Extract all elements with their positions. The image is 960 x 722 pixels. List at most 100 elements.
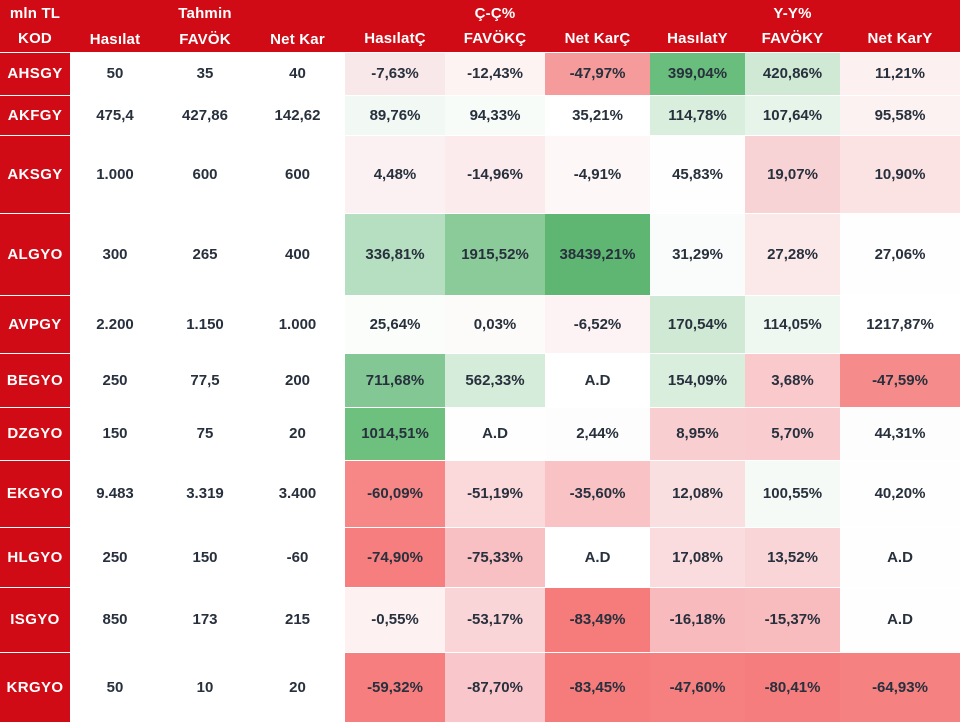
heatmap-percent-cell: 1915,52% <box>445 212 545 295</box>
heatmap-percent-cell: -35,60% <box>545 459 650 527</box>
heatmap-percent-cell: -51,19% <box>445 459 545 527</box>
forecast-value-cell: 2.200 <box>70 295 160 353</box>
heatmap-percent-cell: 25,64% <box>345 294 445 353</box>
heatmap-percent-cell: -12,43% <box>445 51 545 95</box>
forecast-value-cell: 50 <box>70 52 160 95</box>
heatmap-percent-cell: A.D <box>545 526 650 587</box>
heatmap-percent-cell: 94,33% <box>445 94 545 135</box>
heatmap-percent-cell: 336,81% <box>345 212 445 295</box>
heatmap-percent-cell: -4,91% <box>545 134 650 213</box>
column-header-netkary: Net KarY <box>840 26 960 52</box>
heatmap-percent-cell: 114,78% <box>650 94 745 135</box>
group-header-qoq: Ç-Ç% <box>445 0 545 26</box>
forecast-value-cell: 40 <box>250 52 345 95</box>
forecast-value-cell: 200 <box>250 353 345 407</box>
forecast-value-cell: 3.319 <box>160 460 250 527</box>
forecast-value-cell: 600 <box>160 135 250 213</box>
heatmap-percent-cell: -6,52% <box>545 294 650 353</box>
heatmap-percent-cell: 40,20% <box>840 459 960 527</box>
column-header-row: KOD Hasılat FAVÖK Net Kar HasılatÇ FAVÖK… <box>0 26 960 52</box>
group-header-row: mln TL Tahmin Ç-Ç% Y-Y% <box>0 0 960 26</box>
forecast-value-cell: 35 <box>160 52 250 95</box>
heatmap-percent-cell: 89,76% <box>345 94 445 135</box>
table-row: KRGYO 50 10 20 -59,32% -87,70% -83,45% -47,60% -… <box>0 651 960 722</box>
heatmap-percent-cell: -80,41% <box>745 651 840 722</box>
row-code: ALGYO <box>0 212 70 295</box>
table-body: AHSGY 50 35 40 -7,63% -12,43% -47,97% 399,04% 42… <box>0 51 960 722</box>
heatmap-percent-cell: -14,96% <box>445 134 545 213</box>
heatmap-percent-cell: -47,97% <box>545 51 650 95</box>
heatmap-percent-cell: 2,44% <box>545 406 650 460</box>
table-row: AKFGY 475,4 427,86 142,62 89,76% 94,33% 35,21%… <box>0 94 960 135</box>
row-code: EKGYO <box>0 459 70 527</box>
heatmap-percent-cell: 5,70% <box>745 406 840 460</box>
table-row: EKGYO 9.483 3.319 3.400 -60,09% -51,19% -35,60… <box>0 459 960 527</box>
forecast-value-cell: 1.150 <box>160 295 250 353</box>
table-row: DZGYO 150 75 20 1014,51% A.D 2,44% 8,95% 5,70% 44… <box>0 406 960 460</box>
group-header-yoy: Y-Y% <box>745 0 840 26</box>
forecast-value-cell: 150 <box>70 407 160 460</box>
heatmap-percent-cell: 31,29% <box>650 212 745 295</box>
heatmap-percent-cell: 19,07% <box>745 134 840 213</box>
heatmap-percent-cell: 38439,21% <box>545 212 650 295</box>
table-header: mln TL Tahmin Ç-Ç% Y-Y% KOD Hasılat FAVÖ… <box>0 0 960 52</box>
group-spacer <box>70 0 160 26</box>
heatmap-percent-cell: 420,86% <box>745 51 840 95</box>
forecast-value-cell: 173 <box>160 587 250 652</box>
row-code: AHSGY <box>0 51 70 95</box>
heatmap-percent-cell: 10,90% <box>840 134 960 213</box>
heatmap-percent-cell: -83,45% <box>545 651 650 722</box>
heatmap-percent-cell: 27,28% <box>745 212 840 295</box>
forecast-value-cell: 850 <box>70 587 160 652</box>
column-header-hasilat: Hasılat <box>70 26 160 52</box>
column-header-netkarc: Net KarÇ <box>545 26 650 52</box>
heatmap-percent-cell: -75,33% <box>445 526 545 587</box>
column-header-hasilaty: HasılatY <box>650 26 745 52</box>
forecast-value-cell: 20 <box>250 407 345 460</box>
row-code: AKFGY <box>0 94 70 135</box>
heatmap-percent-cell: 12,08% <box>650 459 745 527</box>
group-spacer <box>650 0 745 26</box>
heatmap-percent-cell: 711,68% <box>345 352 445 407</box>
heatmap-percent-cell: 3,68% <box>745 352 840 407</box>
heatmap-percent-cell: A.D <box>545 352 650 407</box>
forecast-value-cell: 75 <box>160 407 250 460</box>
group-spacer <box>345 0 445 26</box>
heatmap-percent-cell: 114,05% <box>745 294 840 353</box>
unit-label: mln TL <box>0 0 70 26</box>
heatmap-percent-cell: 17,08% <box>650 526 745 587</box>
forecast-value-cell: 600 <box>250 135 345 213</box>
heatmap-percent-cell: -7,63% <box>345 51 445 95</box>
heatmap-percent-cell: 27,06% <box>840 212 960 295</box>
group-header-forecast: Tahmin <box>160 0 250 26</box>
heatmap-percent-cell: A.D <box>840 526 960 587</box>
heatmap-percent-cell: 8,95% <box>650 406 745 460</box>
heatmap-percent-cell: A.D <box>840 586 960 652</box>
heatmap-percent-cell: 11,21% <box>840 51 960 95</box>
table-row: AVPGY 2.200 1.150 1.000 25,64% 0,03% -6,52% 170… <box>0 294 960 353</box>
forecast-value-cell: 215 <box>250 587 345 652</box>
forecast-value-cell: 20 <box>250 652 345 722</box>
forecast-value-cell: 50 <box>70 652 160 722</box>
forecast-value-cell: 300 <box>70 213 160 295</box>
group-spacer <box>250 0 345 26</box>
heatmap-percent-cell: -59,32% <box>345 651 445 722</box>
row-code: AKSGY <box>0 134 70 213</box>
row-code: HLGYO <box>0 526 70 587</box>
forecast-value-cell: 10 <box>160 652 250 722</box>
heatmap-percent-cell: -15,37% <box>745 586 840 652</box>
forecast-value-cell: 475,4 <box>70 95 160 135</box>
heatmap-percent-cell: 35,21% <box>545 94 650 135</box>
table-row: ALGYO 300 265 400 336,81% 1915,52% 38439,21% 31… <box>0 212 960 295</box>
forecast-value-cell: 400 <box>250 213 345 295</box>
heatmap-percent-cell: -16,18% <box>650 586 745 652</box>
heatmap-percent-cell: -0,55% <box>345 586 445 652</box>
forecast-value-cell: 3.400 <box>250 460 345 527</box>
group-spacer <box>840 0 960 26</box>
forecast-value-cell: 1.000 <box>250 295 345 353</box>
heatmap-percent-cell: 399,04% <box>650 51 745 95</box>
column-header-hasilatc: HasılatÇ <box>345 26 445 52</box>
row-code: BEGYO <box>0 352 70 407</box>
